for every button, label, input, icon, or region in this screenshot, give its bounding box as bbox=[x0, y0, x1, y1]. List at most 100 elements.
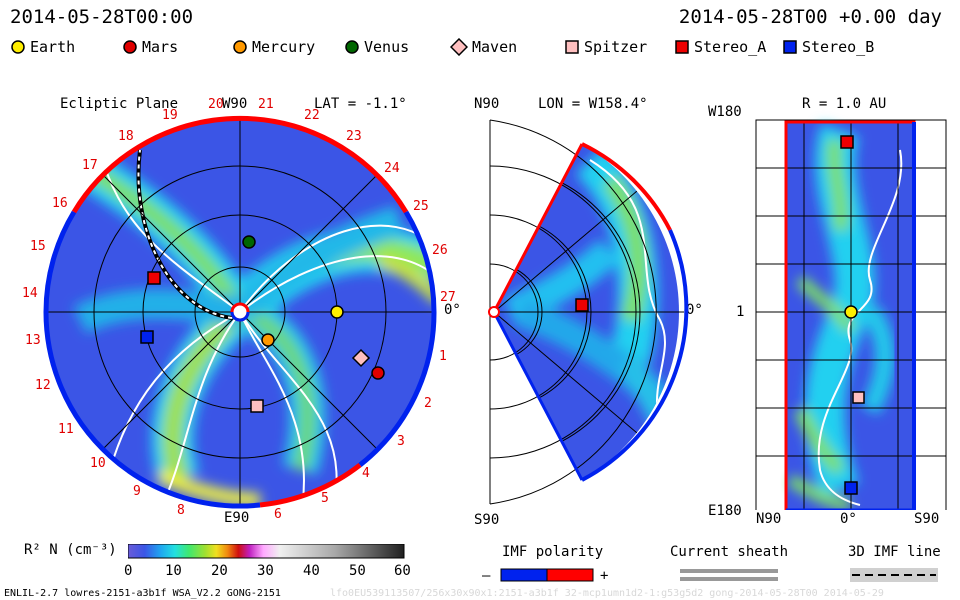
object-legend: Earth Mars Mercury Venus Maven Spitzer S… bbox=[10, 38, 950, 60]
legend-item-mercury: Mercury bbox=[232, 38, 315, 56]
legend-label: Spitzer bbox=[584, 38, 648, 56]
meridional-lon-label: LON = W158.4° bbox=[538, 96, 648, 112]
colorbar-tick: 10 bbox=[165, 563, 182, 579]
ecliptic-e90-label: E90 bbox=[224, 510, 250, 526]
legend-item-spitzer: Spitzer bbox=[564, 38, 647, 56]
legend-item-stereo-a: Stereo_A bbox=[674, 38, 766, 56]
polarity-arc-positive-bottom bbox=[259, 463, 362, 508]
polarity-arc-negative-left bbox=[43, 311, 261, 509]
sun-marker-icon bbox=[488, 306, 500, 318]
legend-item-venus: Venus bbox=[344, 38, 409, 56]
colorbar-label: R² N (cm⁻³) bbox=[24, 542, 117, 558]
radial-title: R = 1.0 AU bbox=[802, 96, 887, 112]
ecliptic-lat-label: LAT = -1.1° bbox=[314, 96, 407, 112]
carrington-label: 24 bbox=[384, 161, 400, 176]
carrington-label: 12 bbox=[35, 378, 51, 393]
spitzer-position-icon bbox=[250, 399, 264, 413]
radial-0deg-label: 0° bbox=[840, 511, 857, 527]
colorbar-tick: 20 bbox=[211, 563, 228, 579]
meridional-density-field bbox=[494, 144, 679, 480]
earth-marker-icon bbox=[11, 40, 25, 54]
earth-position-icon bbox=[844, 305, 858, 319]
colorbar-tick: 50 bbox=[349, 563, 366, 579]
run-watermark-text: lfo0EU539113507/256x30x90x1:2151-a3b1f 3… bbox=[330, 588, 884, 599]
carrington-label: 25 bbox=[413, 199, 429, 214]
carrington-label: 26 bbox=[432, 243, 448, 258]
imf-polarity-minus: – bbox=[482, 568, 491, 584]
carrington-label: 11 bbox=[58, 422, 74, 437]
radial-plot bbox=[755, 119, 947, 510]
legend-label: Mars bbox=[142, 38, 179, 56]
carrington-label: 18 bbox=[118, 129, 134, 144]
legend-item-stereo-b: Stereo_B bbox=[782, 38, 874, 56]
imf-line-swatch bbox=[850, 568, 938, 582]
legend-label: Earth bbox=[30, 38, 76, 56]
density-colorbar bbox=[128, 544, 405, 559]
meridional-n90-label: N90 bbox=[474, 96, 500, 112]
legend-label: Venus bbox=[364, 38, 410, 56]
carrington-label: 21 bbox=[258, 97, 274, 112]
radial-1-label: 1 bbox=[736, 304, 745, 320]
carrington-label: 3 bbox=[397, 434, 405, 449]
polarity-arc-negative-right bbox=[403, 210, 437, 313]
imf-polarity-title: IMF polarity bbox=[502, 544, 604, 560]
earth-position-icon bbox=[330, 305, 344, 319]
colorbar-tick: 30 bbox=[257, 563, 274, 579]
stereo-a-position-icon bbox=[147, 271, 161, 285]
polarity-arc-positive-top bbox=[71, 115, 409, 214]
wedge-edge-top bbox=[492, 143, 584, 313]
imf-polarity-plus: + bbox=[600, 568, 609, 584]
meridional-s90-label: S90 bbox=[474, 512, 500, 528]
model-info-text: ENLIL-2.7 lowres-2151-a3b1f WSA_V2.2 GON… bbox=[4, 588, 281, 599]
colorbar-tick: 40 bbox=[303, 563, 320, 579]
imf-polarity-swatch bbox=[500, 568, 594, 582]
current-sheath-title: Current sheath bbox=[670, 544, 789, 560]
carrington-label: 10 bbox=[90, 456, 106, 471]
mercury-marker-icon bbox=[233, 40, 247, 54]
imf-line-title: 3D IMF line bbox=[848, 544, 941, 560]
carrington-label: 13 bbox=[25, 333, 41, 348]
radial-s90-label: S90 bbox=[914, 511, 940, 527]
colorbar-tick: 0 bbox=[124, 563, 133, 579]
stereo-b-position-icon bbox=[844, 481, 858, 495]
venus-marker-icon bbox=[345, 40, 359, 54]
legend-label: Mercury bbox=[252, 38, 316, 56]
carrington-label: 23 bbox=[346, 129, 362, 144]
polarity-arc-negative bbox=[581, 229, 689, 482]
ecliptic-0deg-label: 0° bbox=[444, 302, 461, 318]
carrington-label: 16 bbox=[52, 196, 68, 211]
ecliptic-w90-label: W90 bbox=[222, 96, 248, 112]
legend-item-earth: Earth bbox=[10, 38, 75, 56]
polarity-arc-positive bbox=[581, 142, 672, 231]
imf-3d-line bbox=[137, 149, 233, 319]
carrington-label: 6 bbox=[274, 507, 282, 522]
mars-marker-icon bbox=[123, 40, 137, 54]
maven-marker-icon bbox=[450, 38, 468, 56]
carrington-label: 4 bbox=[362, 466, 370, 481]
carrington-label: 8 bbox=[177, 503, 185, 518]
mars-position-icon bbox=[371, 366, 385, 380]
stereo-a-position-icon bbox=[575, 298, 589, 312]
legend-label: Maven bbox=[472, 38, 518, 56]
stereo-a-position-icon bbox=[840, 135, 854, 149]
venus-position-icon bbox=[242, 235, 256, 249]
stereo-a-marker-icon bbox=[675, 40, 689, 54]
radial-e180-label: E180 bbox=[708, 503, 742, 519]
ecliptic-plane-plot bbox=[43, 115, 437, 509]
carrington-label: 2 bbox=[424, 396, 432, 411]
meridional-plot bbox=[488, 119, 689, 505]
right-timestamp: 2014-05-28T00 +0.00 day bbox=[678, 6, 942, 28]
spitzer-marker-icon bbox=[565, 40, 579, 54]
carrington-label: 9 bbox=[133, 484, 141, 499]
meridional-grid bbox=[489, 119, 684, 505]
carrington-label: 14 bbox=[22, 286, 38, 301]
legend-item-mars: Mars bbox=[122, 38, 178, 56]
current-sheath-swatch bbox=[680, 569, 778, 581]
maven-position-icon bbox=[351, 348, 371, 368]
carrington-label: 1 bbox=[439, 349, 447, 364]
left-timestamp: 2014-05-28T00:00 bbox=[10, 6, 194, 28]
mercury-position-icon bbox=[261, 333, 275, 347]
carrington-label: 20 bbox=[208, 97, 224, 112]
stereo-b-marker-icon bbox=[783, 40, 797, 54]
radial-n90-label: N90 bbox=[756, 511, 782, 527]
